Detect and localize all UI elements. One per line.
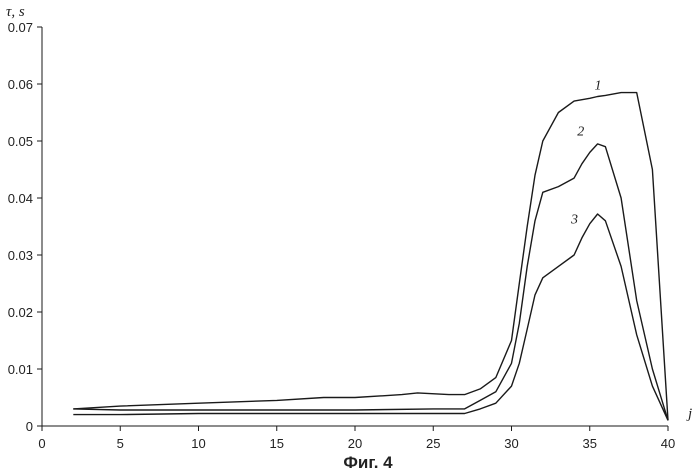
series-line-2: [73, 144, 668, 420]
series-line-3: [73, 214, 668, 420]
x-tick-label: 15: [270, 436, 284, 451]
x-tick-label: 35: [583, 436, 597, 451]
y-tick-label: 0.01: [8, 362, 33, 377]
y-axis-label: τ, s: [6, 4, 25, 20]
y-tick-label: 0: [26, 419, 33, 434]
y-tick-label: 0.02: [8, 305, 33, 320]
y-tick-label: 0.03: [8, 248, 33, 263]
x-tick-label: 25: [426, 436, 440, 451]
x-tick-label: 5: [117, 436, 124, 451]
y-tick-label: 0.04: [8, 191, 33, 206]
x-tick-label: 0: [38, 436, 45, 451]
plot-area: 0 5 10 15 20 25 30 35 40 0 0.01 0.02 0.03 0.04 0.05 0.0…: [8, 20, 676, 451]
figure-caption: Фиг. 4: [343, 453, 393, 472]
y-tick-label: 0.07: [8, 20, 33, 35]
series-label-1: 1: [594, 79, 601, 94]
series-label-3: 3: [570, 213, 578, 228]
series-label-2: 2: [577, 124, 584, 139]
x-tick-label: 10: [191, 436, 205, 451]
y-tick-label: 0.06: [8, 77, 33, 92]
x-tick-label: 30: [504, 436, 518, 451]
series-line-1: [73, 93, 668, 421]
x-axis-label: j: [686, 406, 692, 422]
x-tick-label: 40: [661, 436, 675, 451]
y-tick-label: 0.05: [8, 134, 33, 149]
x-tick-label: 20: [348, 436, 362, 451]
